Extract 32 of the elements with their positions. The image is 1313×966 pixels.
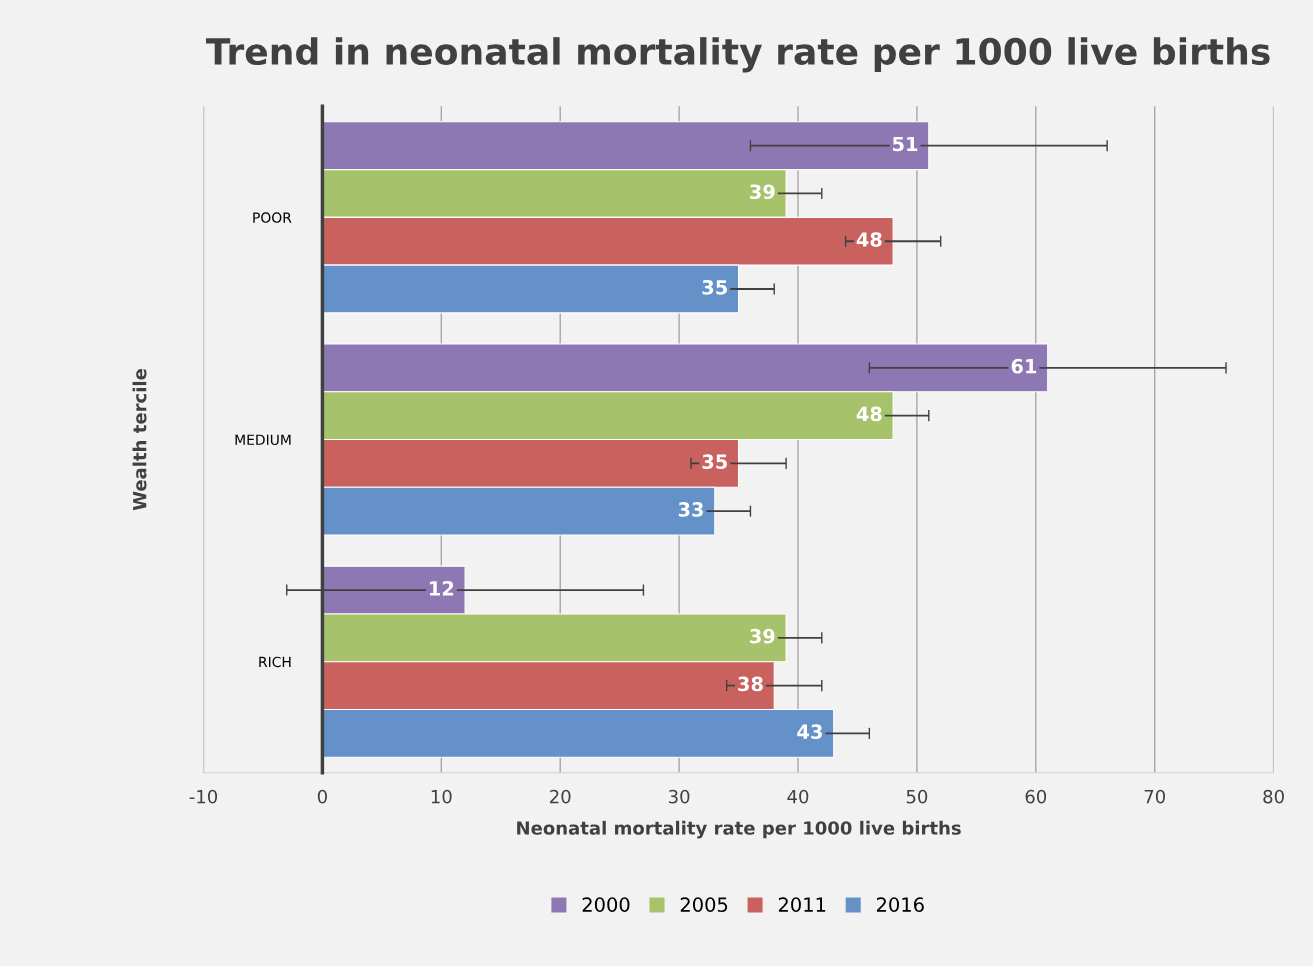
- y-tick-label: RICH: [259, 656, 291, 668]
- legend-label: 2016: [876, 897, 924, 912]
- data-label: 35: [702, 454, 727, 470]
- x-tick-label: 20: [550, 789, 571, 804]
- x-tick-label: 30: [669, 789, 690, 804]
- data-label: 38: [738, 676, 763, 692]
- x-tick-label: 40: [787, 789, 809, 804]
- data-label: 39: [750, 184, 775, 200]
- data-label: 43: [797, 724, 822, 739]
- x-tick-label: 10: [431, 789, 452, 804]
- data-label: 12: [429, 580, 454, 596]
- x-tick-label: 50: [906, 789, 928, 804]
- x-axis-title: Neonatal mortality rate per 1000 live births: [517, 820, 961, 839]
- data-label: 48: [856, 406, 882, 422]
- data-label: 33: [678, 502, 703, 517]
- data-label: 51: [892, 136, 918, 152]
- x-tick-label: 60: [1025, 789, 1047, 804]
- chart-title: Trend in neonatal mortality rate per 1000 live births: [205, 37, 1270, 73]
- data-label: 61: [1011, 358, 1037, 374]
- x-tick-label: -10: [189, 789, 218, 804]
- x-tick-label: 80: [1263, 789, 1284, 804]
- data-label: 35: [702, 279, 727, 295]
- x-tick-label: 0: [317, 789, 327, 804]
- y-tick-label: POOR: [253, 212, 292, 223]
- legend-label: 2005: [680, 897, 728, 912]
- x-tick-label: 70: [1144, 789, 1165, 804]
- data-label: 48: [856, 232, 882, 247]
- legend-label: 2000: [582, 897, 630, 912]
- y-tick-label: MEDIUM: [235, 434, 291, 445]
- y-axis-title: Wealth tercile: [132, 369, 147, 511]
- legend-label: 2011: [778, 897, 826, 912]
- data-label: 39: [750, 628, 775, 644]
